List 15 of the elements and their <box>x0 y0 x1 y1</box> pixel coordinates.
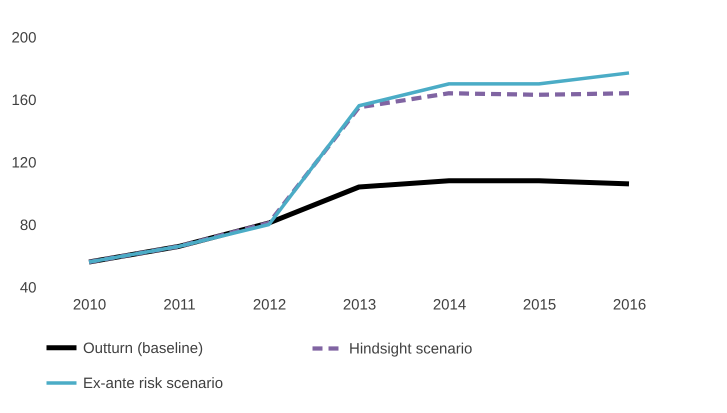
x-tick-label: 2016 <box>612 296 646 314</box>
legend-label: Outturn (baseline) <box>83 340 204 357</box>
x-tick-label: 2010 <box>72 296 106 314</box>
y-tick-label: 160 <box>11 92 36 109</box>
legend-label: Ex-ante risk scenario <box>83 375 224 392</box>
x-tick-label: 2014 <box>432 296 466 314</box>
x-tick-label: 2015 <box>522 296 556 314</box>
y-tick-label: 120 <box>11 154 36 172</box>
x-tick-label: 2013 <box>342 296 376 314</box>
legend-label: Hindsight scenario <box>349 340 472 358</box>
x-tick-label: 2012 <box>252 296 286 314</box>
y-tick-label: 200 <box>11 30 36 46</box>
y-tick-label: 40 <box>20 280 36 296</box>
x-tick-label: 2011 <box>163 296 196 314</box>
y-tick-label: 80 <box>20 217 36 234</box>
